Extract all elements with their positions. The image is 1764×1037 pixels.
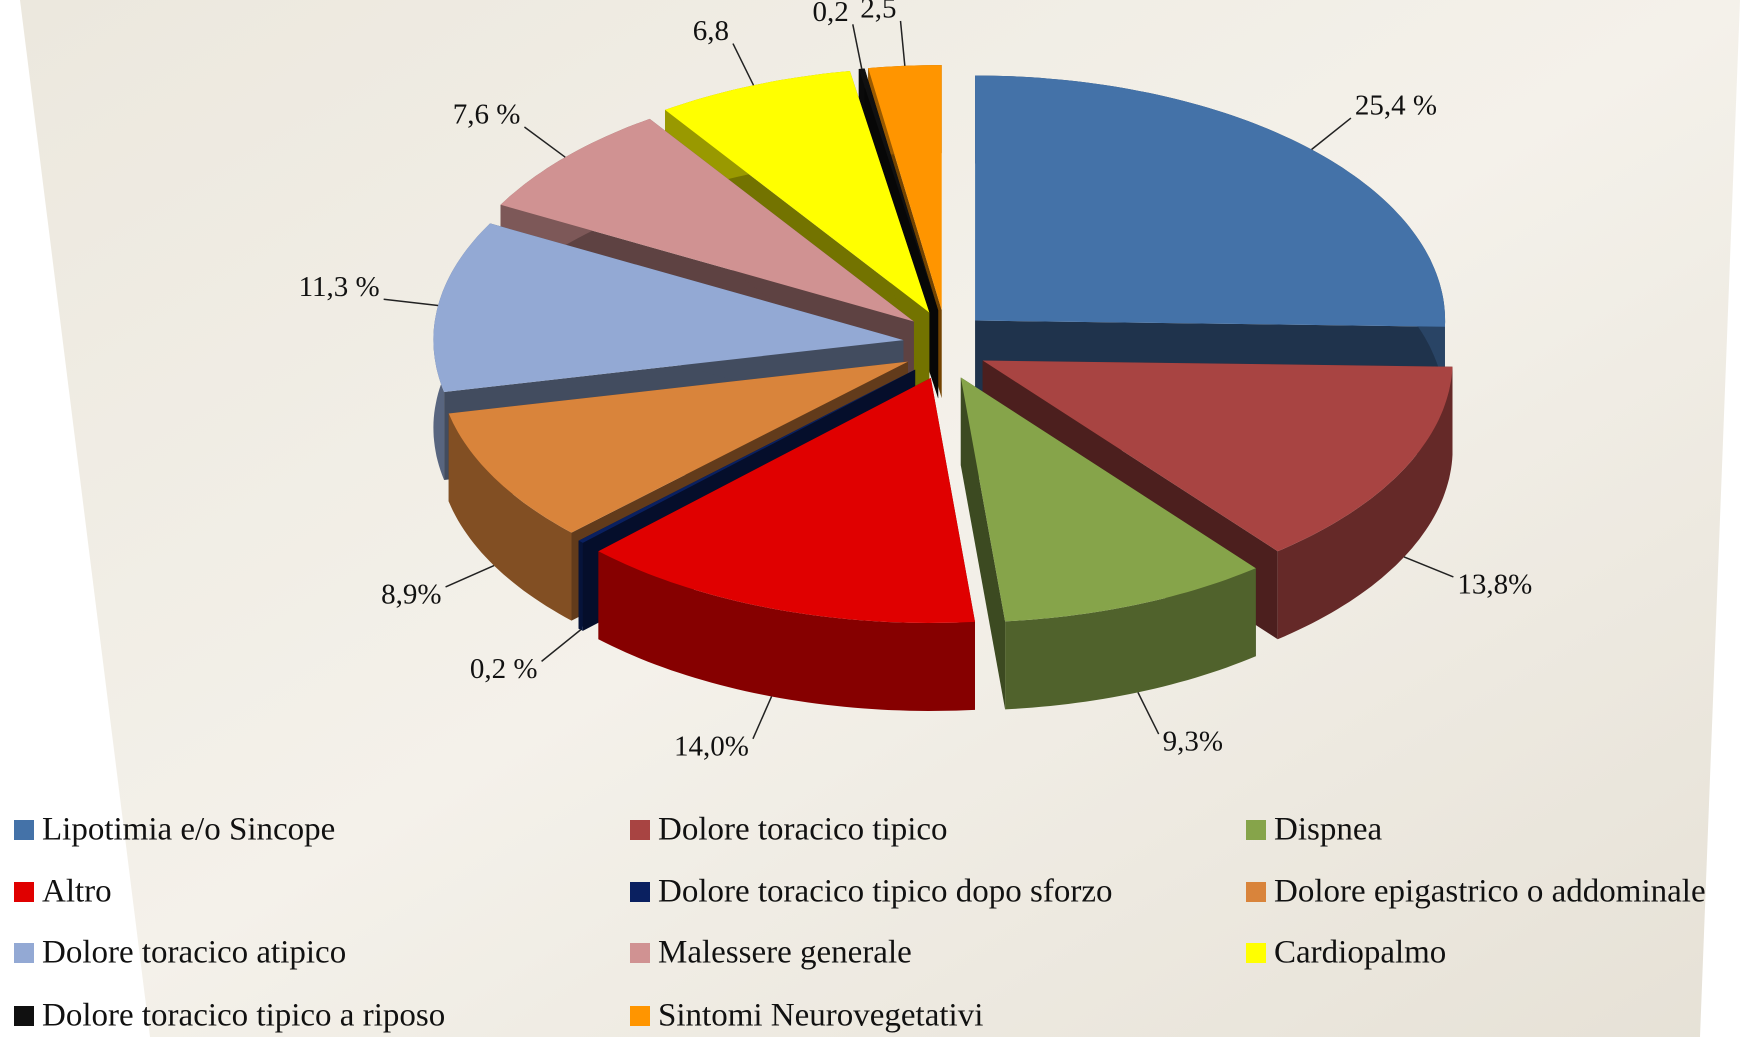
legend-label: Dolore epigastrico o addominale xyxy=(1274,874,1706,910)
legend-label: Altro xyxy=(42,874,112,910)
legend-label: Dolore toracico atipico xyxy=(42,935,346,971)
leader-line xyxy=(523,126,566,158)
slice xyxy=(665,71,930,313)
data-label: 14,0% xyxy=(674,730,749,762)
legend-swatch xyxy=(630,820,650,840)
data-label: 6,8 xyxy=(693,15,729,47)
pie xyxy=(433,65,1453,711)
legend-swatch xyxy=(14,943,34,963)
slice-side xyxy=(598,551,975,711)
legend-swatch xyxy=(630,943,650,963)
slice xyxy=(448,361,909,533)
legend-label: Dolore toracico tipico xyxy=(658,812,948,848)
legend-label: Dolore toracico tipico dopo sforzo xyxy=(658,874,1113,910)
slice-side xyxy=(960,377,1006,710)
legend-swatch xyxy=(14,882,34,902)
leader-line xyxy=(1403,556,1454,578)
legend-swatch xyxy=(14,1006,34,1026)
data-label: 13,8% xyxy=(1457,569,1532,601)
legend-swatch xyxy=(630,882,650,902)
legend-swatch xyxy=(14,820,34,840)
slice xyxy=(433,223,904,392)
slice xyxy=(858,68,939,311)
leader-line xyxy=(1311,117,1352,151)
data-label: 7,6 % xyxy=(453,99,521,131)
slice xyxy=(975,75,1446,327)
leader-line xyxy=(383,298,439,307)
slice xyxy=(598,377,975,623)
data-label: 9,3% xyxy=(1163,726,1223,758)
data-label: 25,4 % xyxy=(1355,90,1437,122)
data-label: 0,2 xyxy=(813,0,849,28)
slice xyxy=(578,369,916,543)
legend-label: Lipotimia e/o Sincope xyxy=(42,812,335,848)
slice xyxy=(982,360,1453,552)
data-label: 0,2 % xyxy=(470,653,538,685)
slice xyxy=(500,118,914,322)
slice-side xyxy=(448,413,572,621)
leader-line xyxy=(899,20,906,66)
legend-label: Dolore toracico tipico a riposo xyxy=(42,998,445,1034)
leader-line xyxy=(445,564,495,588)
leader-line xyxy=(541,629,582,662)
data-label: 11,3 % xyxy=(299,271,380,303)
slice-side xyxy=(578,540,583,631)
legend-label: Dispnea xyxy=(1274,812,1382,848)
leader-line xyxy=(1137,692,1160,735)
leader-line xyxy=(752,696,773,740)
data-label: 2,5 xyxy=(860,0,896,25)
legend-swatch xyxy=(1246,943,1266,963)
slice xyxy=(960,377,1256,622)
slice-side xyxy=(1005,568,1256,710)
leader-line xyxy=(852,24,863,69)
legend-swatch xyxy=(1246,820,1266,840)
leader-line xyxy=(732,43,755,86)
legend-swatch xyxy=(1246,882,1266,902)
legend-label: Sintomi Neurovegetativi xyxy=(658,998,983,1034)
data-label: 8,9% xyxy=(381,579,441,611)
slice-side xyxy=(1277,366,1453,640)
legend-swatch xyxy=(630,1006,650,1026)
slice xyxy=(868,65,942,311)
legend-label: Malessere generale xyxy=(658,935,912,971)
legend-label: Cardiopalmo xyxy=(1274,935,1446,971)
